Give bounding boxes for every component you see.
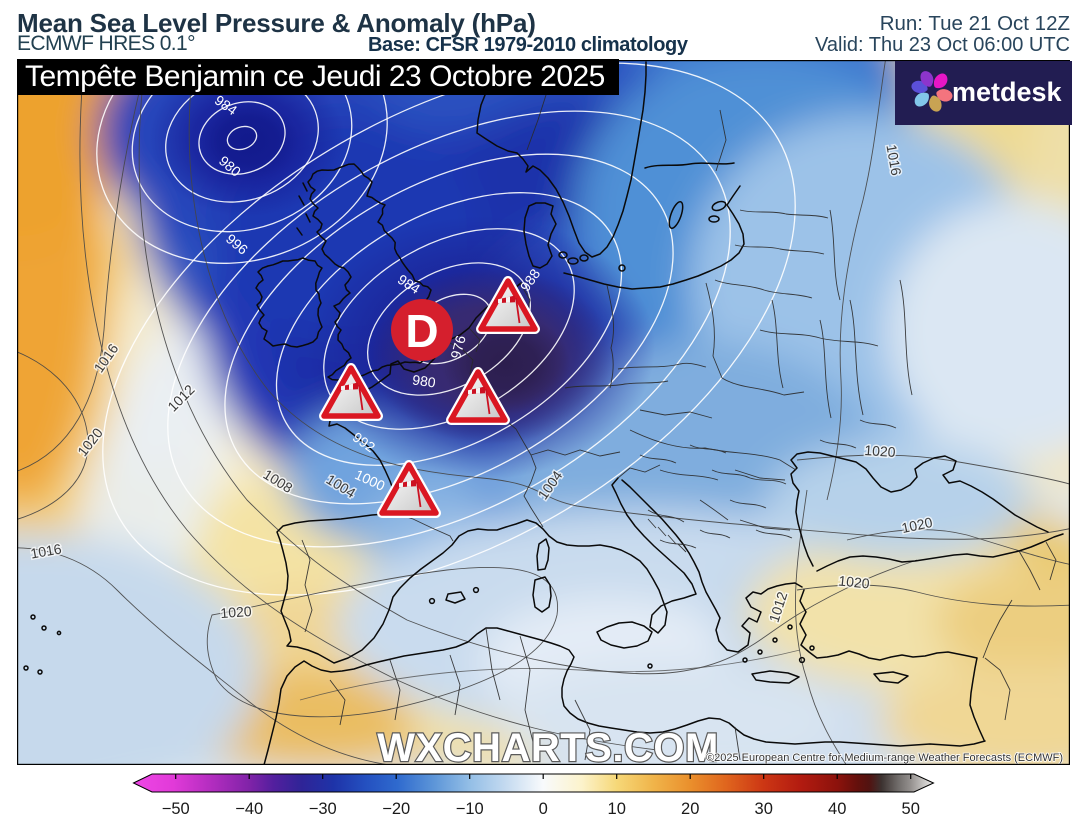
svg-text:WXCHARTS.COM: WXCHARTS.COM — [377, 726, 719, 765]
svg-text:1020: 1020 — [220, 603, 252, 621]
svg-text:50: 50 — [902, 800, 920, 818]
svg-text:10: 10 — [608, 800, 626, 818]
svg-text:20: 20 — [681, 800, 699, 818]
svg-text:−20: −20 — [382, 800, 410, 818]
svg-text:−10: −10 — [456, 800, 484, 818]
svg-text:30: 30 — [755, 800, 773, 818]
svg-text:980: 980 — [411, 371, 437, 390]
svg-text:976: 976 — [447, 333, 469, 360]
svg-text:D: D — [405, 305, 438, 357]
svg-text:0: 0 — [539, 800, 548, 818]
svg-text:40: 40 — [828, 800, 846, 818]
svg-text:metdesk: metdesk — [952, 77, 1063, 107]
svg-text:1020: 1020 — [864, 442, 896, 460]
svg-text:1020: 1020 — [838, 572, 871, 591]
svg-text:©2025 European Centre for Medi: ©2025 European Centre for Medium-range W… — [706, 752, 1063, 764]
svg-text:−40: −40 — [235, 800, 263, 818]
svg-text:−30: −30 — [309, 800, 337, 818]
svg-text:−50: −50 — [162, 800, 190, 818]
